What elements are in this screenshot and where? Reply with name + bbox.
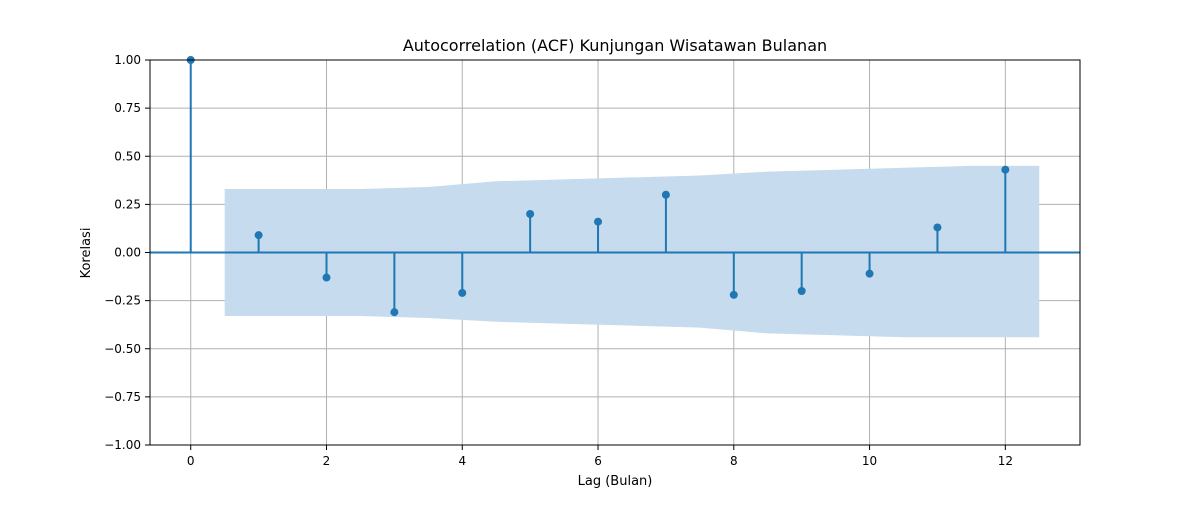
chart-title: Autocorrelation (ACF) Kunjungan Wisatawa… — [403, 36, 827, 55]
y-tick-label: 1.00 — [114, 53, 141, 67]
acf-point — [390, 308, 399, 317]
acf-point — [729, 290, 738, 299]
acf-point — [933, 223, 942, 232]
y-tick-label: −0.75 — [104, 390, 141, 404]
ticks: 0 2 4 6 8 10 12 −1.00 −0.75 −0.50 −0.25 0.00 0.25 0.5… — [104, 53, 1013, 468]
acf-point — [526, 210, 535, 218]
y-tick-label: 0.00 — [114, 246, 141, 260]
x-tick-label: 2 — [323, 454, 331, 468]
acf-point — [594, 217, 603, 226]
acf-point — [865, 269, 874, 278]
y-tick-label: −1.00 — [104, 438, 141, 452]
acf-point — [1001, 165, 1010, 174]
x-axis-title: Lag (Bulan) — [578, 474, 653, 489]
x-tick-label: 8 — [730, 454, 738, 468]
x-tick-label: 4 — [458, 454, 466, 468]
x-tick-label: 12 — [998, 454, 1013, 468]
acf-point — [661, 190, 670, 199]
x-tick-label: 6 — [594, 454, 602, 468]
acf-point — [458, 288, 467, 297]
acf-point — [797, 287, 806, 295]
y-tick-label: 0.50 — [114, 149, 141, 163]
x-tick-label: 0 — [187, 454, 195, 468]
y-tick-label: 0.75 — [114, 101, 141, 115]
stems — [186, 56, 1010, 317]
y-tick-label: −0.50 — [104, 342, 141, 356]
x-tick-label: 10 — [862, 454, 877, 468]
y-tick-label: −0.25 — [104, 294, 141, 308]
acf-point — [322, 273, 331, 282]
acf-point — [254, 231, 263, 240]
y-tick-label: 0.25 — [114, 197, 141, 211]
y-axis-title: Korelasi — [79, 228, 94, 279]
